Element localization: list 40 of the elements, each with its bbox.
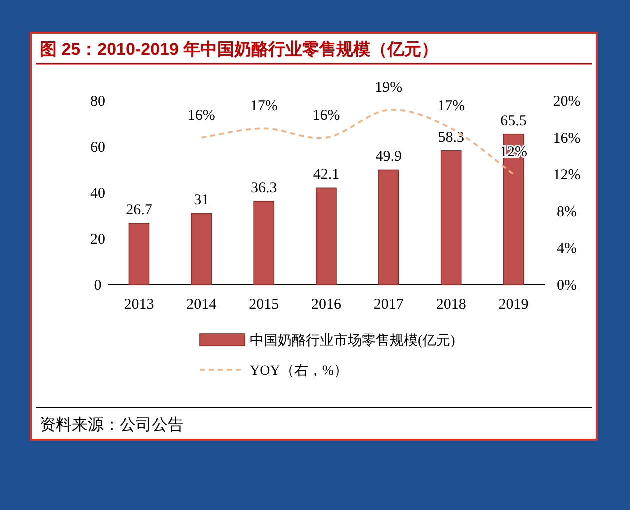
x-tick-label: 2015	[249, 297, 280, 313]
bar	[316, 188, 337, 286]
x-tick-label: 2017	[374, 297, 404, 313]
y-tick-label: 80	[90, 94, 106, 110]
x-tick-label: 2013	[124, 297, 154, 313]
x-tick-label: 2014	[186, 297, 218, 313]
y-tick-label: 0	[94, 278, 102, 294]
text: 资料来源：公司公告	[40, 416, 184, 434]
data-label: 31	[194, 192, 210, 209]
data-label: 17%	[438, 98, 466, 115]
x-tick-label: 2018	[436, 297, 466, 313]
y2-tick-label: 12%	[553, 168, 581, 184]
y2-tick-label: 4%	[557, 241, 577, 258]
y2-tick-label: 16%	[553, 130, 581, 147]
bar	[191, 213, 212, 286]
bar	[254, 201, 274, 286]
y-tick-label: 20	[90, 232, 106, 248]
chart-title: 图 25：2010-2019 年中国奶酪行业零售规模（亿元）	[40, 40, 439, 59]
bar	[378, 170, 400, 286]
y2-tick-label: 0%	[557, 278, 577, 294]
x-tick-label: 2019	[498, 297, 529, 313]
y-tick-label: 40	[90, 186, 106, 202]
bar	[440, 150, 462, 286]
x-tick-label: 2016	[312, 297, 342, 313]
data-label: 19%	[375, 80, 403, 96]
y2-tick-label: 20%	[553, 94, 581, 110]
data-label: 16%	[188, 108, 216, 124]
bar	[128, 223, 150, 286]
data-label: 58.3	[438, 130, 464, 146]
legend-label: 中国奶酪行业市场零售规模(亿元)	[250, 333, 456, 349]
data-label: 26.7	[126, 202, 153, 219]
data-label: 42.1	[313, 167, 340, 184]
legend-label: YOY（右，%）	[250, 363, 348, 379]
data-label: 36.3	[250, 180, 278, 197]
data-label: 49.9	[376, 149, 402, 166]
y2-tick-label: 8%	[557, 204, 577, 220]
data-label: 16%	[312, 108, 340, 124]
y-tick-label: 60	[90, 140, 106, 156]
data-label: 65.5	[500, 113, 527, 130]
data-label: 17%	[250, 98, 278, 115]
